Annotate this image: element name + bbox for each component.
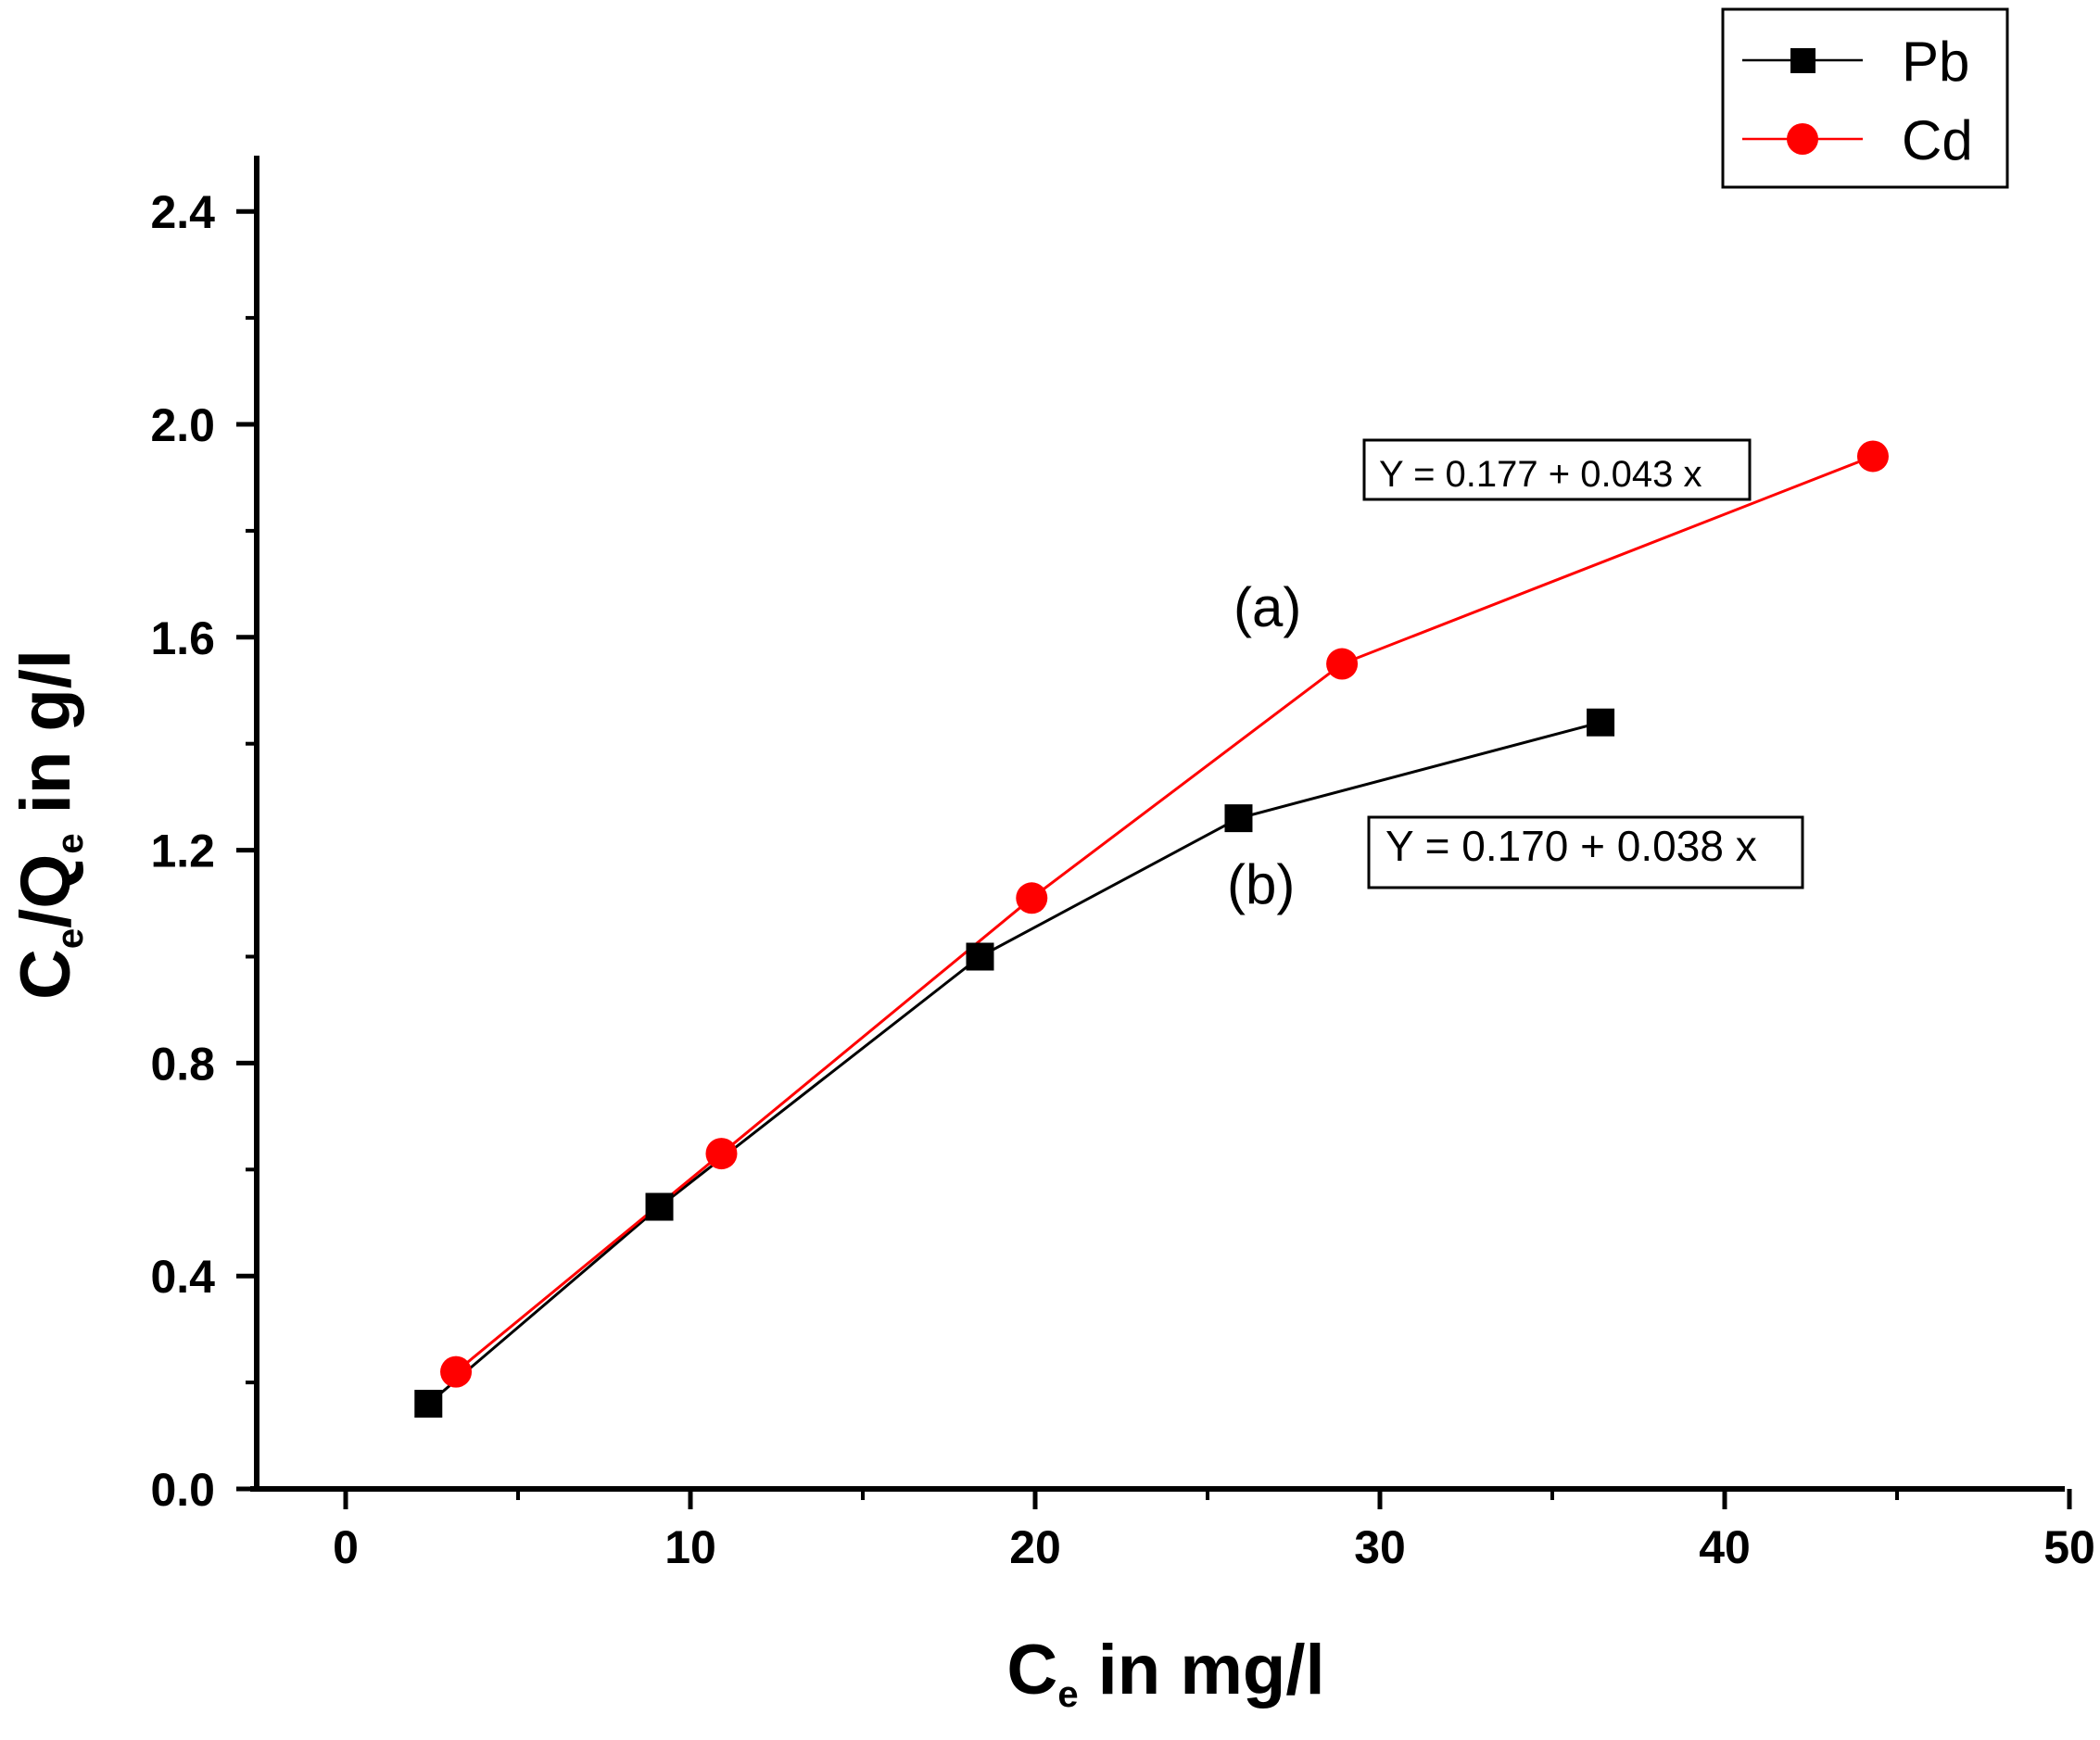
x-axis-title-sub: e <box>1057 1674 1078 1715</box>
x-axis-title: Ce in mg/l <box>1006 1631 1324 1715</box>
data-point-pb <box>1587 708 1615 737</box>
x-tick-labels: 0 10 20 30 40 50 <box>333 1521 2095 1573</box>
x-tick-label: 40 <box>1699 1521 1751 1573</box>
y-axis-title: Ce/Qe in g/l <box>6 649 91 1000</box>
data-point-cd <box>440 1355 473 1388</box>
data-point-pb <box>414 1390 443 1418</box>
y-tick-label: 0.4 <box>150 1251 215 1303</box>
data-point-pb <box>645 1192 674 1221</box>
y-tick-label: 0.8 <box>150 1038 215 1090</box>
x-axis-title-c: C <box>1006 1631 1057 1709</box>
series-markers <box>414 440 1889 1418</box>
annotation-b: (b) <box>1227 853 1295 915</box>
x-tick-label: 50 <box>2043 1521 2095 1573</box>
x-tick-label: 10 <box>664 1521 716 1573</box>
legend-pb-marker <box>1790 48 1815 73</box>
y-tick-label: 2.0 <box>150 399 215 451</box>
data-point-cd <box>705 1138 738 1170</box>
x-tick-label: 20 <box>1009 1521 1061 1573</box>
y-tick-label: 1.2 <box>150 826 215 877</box>
data-point-cd <box>1016 882 1048 914</box>
y-tick-labels: 0.0 0.4 0.8 1.2 1.6 2.0 2.4 <box>150 186 215 1516</box>
svg-text:Ce/Qe in g/l: Ce/Qe in g/l <box>6 649 91 1000</box>
y-axis-title-sub1: e <box>50 928 91 949</box>
data-point-cd <box>1326 648 1359 680</box>
series-line-cd <box>455 455 1874 1373</box>
y-tick-label: 1.6 <box>150 612 215 664</box>
x-tick-label: 30 <box>1354 1521 1406 1573</box>
y-axis-title-sub2: e <box>50 833 91 853</box>
annotation-a: (a) <box>1233 576 1301 638</box>
legend-cd-label: Cd <box>1902 109 1973 171</box>
y-axis-title-slash: /Q <box>6 854 85 928</box>
y-axis-title-c: C <box>6 949 85 1000</box>
y-axis-title-rest: in g/l <box>6 649 85 833</box>
equation-pb: Y = 0.170 + 0.038 x <box>1385 822 1757 870</box>
data-point-pb <box>1224 804 1253 833</box>
legend-pb-label: Pb <box>1902 31 1969 93</box>
x-tick-label: 0 <box>333 1521 359 1573</box>
legend-cd-marker <box>1787 123 1818 155</box>
equation-cd-box <box>1362 438 1752 501</box>
series-lines <box>427 455 1874 1406</box>
legend-box <box>1721 7 2009 189</box>
equation-pb-box <box>1367 815 1804 889</box>
axis-ticks <box>236 208 2072 1509</box>
data-point-cd <box>1856 440 1889 473</box>
data-point-pb <box>966 942 994 971</box>
y-tick-label: 0.0 <box>150 1464 215 1516</box>
x-axis-title-rest: in mg/l <box>1079 1631 1325 1709</box>
y-tick-label: 2.4 <box>150 186 215 238</box>
equation-cd: Y = 0.177 + 0.043 x <box>1379 454 1702 495</box>
legend: Pb Cd <box>1721 7 2009 189</box>
